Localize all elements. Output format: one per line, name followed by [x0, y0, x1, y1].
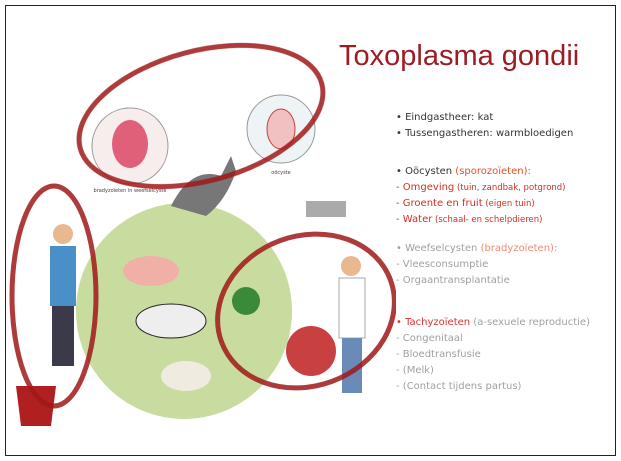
- man-shirt: [50, 246, 76, 306]
- bullet-line: - Water (schaal- en schelpdieren): [396, 213, 542, 227]
- text-segment: - Congenitaal: [396, 333, 463, 344]
- vegetables: [232, 287, 260, 315]
- tissue-cyst: [112, 120, 148, 168]
- text-segment: (eigen tuin): [483, 199, 535, 209]
- text-segment: :: [554, 243, 557, 254]
- text-segment: - Groente en fruit: [396, 198, 483, 209]
- cow: [136, 304, 206, 338]
- text-segment: - (Melk): [396, 365, 434, 376]
- pig: [123, 256, 179, 286]
- bullet-line: • Tussengastheren: warmbloedigen: [396, 127, 573, 141]
- text-segment: - Orgaantransplantatie: [396, 275, 510, 286]
- text-segment: (tuin, zandbak, potgrond): [454, 183, 565, 193]
- sheep: [161, 361, 211, 391]
- text-segment: • Eindgastheer: kat: [396, 112, 493, 123]
- bullet-line: - Groente en fruit (eigen tuin): [396, 197, 535, 211]
- text-segment: - (Contact tijdens partus): [396, 381, 521, 392]
- text-segment: - Omgeving: [396, 182, 454, 193]
- man-legs: [52, 306, 74, 366]
- bullet-line: - Omgeving (tuin, zandbak, potgrond): [396, 181, 566, 195]
- bullet-line: - Bloedtransfusie: [396, 348, 481, 362]
- bullet-line: • Oöcysten (sporozoïeten):: [396, 165, 531, 179]
- slide: bradyzoïeten in weefselcyste oöcyste Tox…: [5, 5, 616, 456]
- bullet-line: - Orgaantransplantatie: [396, 274, 510, 288]
- woman-body: [339, 278, 365, 338]
- text-segment: • Tussengastheren: warmbloedigen: [396, 128, 573, 139]
- text-segment: (a-sexuele reproductie): [470, 317, 590, 328]
- text-segment: (schaal- en schelpdieren): [432, 215, 542, 225]
- text-segment: - Water: [396, 214, 432, 225]
- text-segment: - Bloedtransfusie: [396, 349, 481, 360]
- litter-box: [306, 201, 346, 217]
- bullet-line: • Tachyzoïeten (a-sexuele reproductie): [396, 316, 590, 330]
- bullet-line: - (Contact tijdens partus): [396, 380, 521, 394]
- bullet-line: • Eindgastheer: kat: [396, 111, 493, 125]
- label: oöcyste: [271, 170, 290, 176]
- text-segment: • Tachyzoïeten: [396, 317, 470, 328]
- bullet-line: - Vleesconsumptie: [396, 258, 488, 272]
- womb: [286, 326, 336, 376]
- man-head: [53, 224, 73, 244]
- bullet-line: - Congenitaal: [396, 332, 463, 346]
- text-segment: - Vleesconsumptie: [396, 259, 488, 270]
- bullet-line: - (Melk): [396, 364, 434, 378]
- woman-head: [341, 256, 361, 276]
- text-segment: • Oöcysten: [396, 166, 455, 177]
- text-segment: • Weefselcysten: [396, 243, 481, 254]
- bullet-line: • Weefselcysten (bradyzoïeten):: [396, 242, 557, 256]
- slide-title: Toxoplasma gondii: [339, 40, 579, 73]
- page: bradyzoïeten in weefselcyste oöcyste Tox…: [0, 0, 621, 461]
- text-segment: (sporozoïeten):: [455, 166, 531, 177]
- text-segment: (bradyzoïeten): [481, 243, 554, 254]
- illustration: bradyzoïeten in weefselcyste oöcyste: [6, 6, 396, 455]
